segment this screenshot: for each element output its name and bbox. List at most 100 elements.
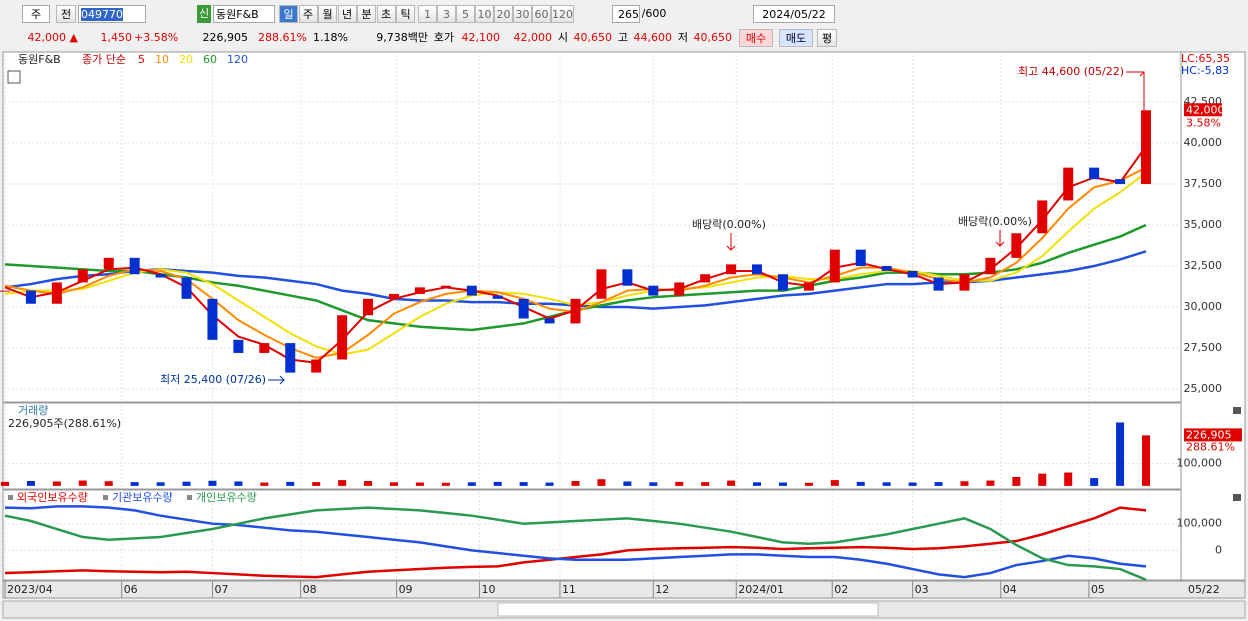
volume-bar xyxy=(104,481,113,486)
candle xyxy=(1011,233,1022,258)
legend-item: 60 xyxy=(203,53,217,66)
candle xyxy=(285,343,296,373)
sell-button[interactable]: 매도 xyxy=(779,29,813,47)
legend-item: 20 xyxy=(179,53,193,66)
volume-bar xyxy=(701,482,710,486)
candle xyxy=(674,282,685,296)
quote-amount: 9,738백만 xyxy=(376,31,428,44)
candle xyxy=(388,293,399,299)
volume-bar xyxy=(649,482,658,486)
candle xyxy=(959,274,970,291)
period-button[interactable]: 초 xyxy=(376,5,396,23)
candle xyxy=(207,298,218,340)
volume-bar xyxy=(467,482,476,486)
scroll-thumb[interactable] xyxy=(497,602,879,617)
candle xyxy=(1115,179,1126,185)
panel-subtitle: 226,905주(288.61%) xyxy=(8,417,121,430)
candle xyxy=(363,298,374,316)
table-icon[interactable] xyxy=(7,70,21,84)
quote-turnover: 1.18% xyxy=(313,31,348,44)
candle xyxy=(855,249,866,267)
volume-bar xyxy=(415,482,424,486)
volume-bar xyxy=(52,481,61,486)
volume-bar xyxy=(441,482,450,486)
buy-button[interactable]: 매수 xyxy=(739,29,773,47)
arrow xyxy=(726,233,736,251)
candle xyxy=(544,318,555,324)
candle xyxy=(777,274,788,291)
x-tick-label: 04 xyxy=(1003,583,1017,596)
ma-line xyxy=(4,505,1147,579)
volume-bar xyxy=(856,481,865,486)
interval-button[interactable]: 30 xyxy=(513,5,532,23)
interval-button[interactable]: 1 xyxy=(418,5,437,23)
quote-low: 40,650 xyxy=(693,31,733,44)
interval-button[interactable]: 5 xyxy=(456,5,475,23)
volume-bar xyxy=(571,480,580,486)
candle xyxy=(622,269,633,286)
legend-swatch xyxy=(103,495,108,500)
period-button[interactable]: 월 xyxy=(318,5,337,23)
volume-bar xyxy=(1116,422,1125,486)
y-tick-label: 100,000 xyxy=(1177,457,1223,470)
interval-button[interactable]: 3 xyxy=(437,5,456,23)
close-icon[interactable] xyxy=(1233,494,1241,501)
candle xyxy=(1141,110,1151,185)
date-input[interactable]: 2024/05/22 xyxy=(753,5,835,23)
legend-item: 120 xyxy=(227,53,248,66)
count-input[interactable]: 265 xyxy=(612,5,640,23)
candle xyxy=(155,274,166,278)
period-button[interactable]: 틱 xyxy=(396,5,415,23)
candle xyxy=(77,269,88,283)
period-button[interactable]: 분 xyxy=(357,5,376,23)
volume-bar xyxy=(882,482,891,486)
price-panel xyxy=(2,51,1182,403)
x-tick-label: 2023/04 xyxy=(7,583,53,596)
interval-button[interactable]: 10 xyxy=(475,5,494,23)
x-last-label: 05/22 xyxy=(1188,583,1220,596)
y-tick-label: 100,000 xyxy=(1177,517,1223,530)
interval-button[interactable]: 20 xyxy=(494,5,513,23)
code-input[interactable]: 049770 xyxy=(78,5,146,23)
period-button[interactable]: 일 xyxy=(279,5,298,23)
current-box xyxy=(1184,428,1242,442)
prev-button[interactable]: 전 xyxy=(56,5,76,23)
period-button[interactable]: 주 xyxy=(298,5,318,23)
candle xyxy=(129,257,140,275)
y-tick-label: 35,000 xyxy=(1184,218,1223,231)
lc-label: LC:65,35 xyxy=(1181,52,1230,65)
volume-bar xyxy=(623,481,632,486)
market-select[interactable]: 주 xyxy=(22,5,50,23)
stock-name[interactable]: 동원F&B xyxy=(213,5,275,23)
annotation: 배당락(0.00%) xyxy=(958,215,1032,228)
x-tick-label: 06 xyxy=(124,583,138,596)
candle xyxy=(596,269,607,299)
avg-button[interactable]: 평 xyxy=(817,29,837,47)
interval-button[interactable]: 60 xyxy=(532,5,551,23)
candle xyxy=(414,287,425,294)
candle xyxy=(933,277,944,291)
volume-bar xyxy=(156,482,165,486)
candle xyxy=(311,359,322,373)
candle xyxy=(0,290,10,292)
candle xyxy=(1037,200,1048,234)
annotation: 최저 25,400 (07/26) xyxy=(160,373,266,386)
quote-open: 40,650 xyxy=(573,31,613,44)
volume-bar xyxy=(312,482,321,486)
y-tick-label: 40,000 xyxy=(1184,136,1223,149)
date-axis xyxy=(2,580,1246,599)
period-button[interactable]: 년 xyxy=(337,5,357,23)
candle xyxy=(803,282,814,291)
interval-button[interactable]: 120 xyxy=(551,5,574,23)
ma-line xyxy=(4,506,1147,581)
count-max: /600 xyxy=(641,7,667,20)
legend-item: 기관보유수량 xyxy=(112,491,173,504)
arrow xyxy=(268,375,285,385)
legend-item: 개인보유수량 xyxy=(196,491,257,504)
volume-bar xyxy=(986,480,995,486)
holdings-panel xyxy=(2,489,1182,581)
close-icon[interactable] xyxy=(1233,407,1241,414)
y-tick-label: 27,500 xyxy=(1184,341,1223,354)
